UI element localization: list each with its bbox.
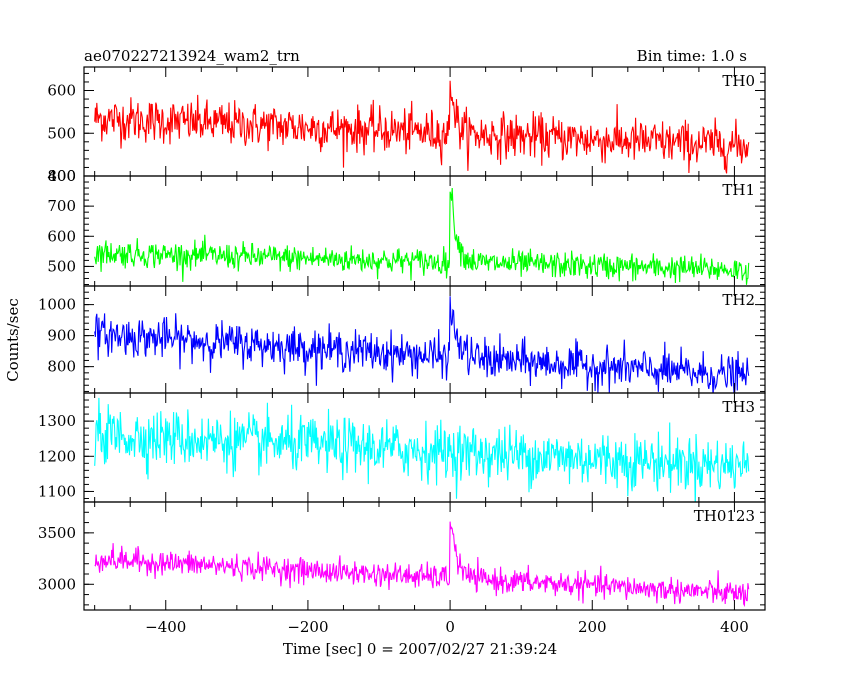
x-axis: −400 −200 0 200 400 <box>145 618 749 636</box>
panel-label: TH2 <box>722 291 755 309</box>
panel-label: TH3 <box>722 398 755 416</box>
y-axis-label: Counts/sec <box>4 298 22 382</box>
y-tick-label: 600 <box>47 227 76 245</box>
y-tick-label: 3000 <box>38 575 76 593</box>
y-tick-label: 500 <box>47 124 76 142</box>
y-tick-label: 800 <box>47 167 76 185</box>
x-tick-label: 400 <box>720 618 749 636</box>
panel-th0123: 3000 3500 TH0123 <box>38 501 766 611</box>
y-tick-label: 1200 <box>38 447 76 465</box>
series-line-th1 <box>94 187 750 285</box>
series-line-th2 <box>94 296 750 393</box>
panel-frame <box>83 501 766 611</box>
panels-group: 400 500 600 TH0 500 600 700 800 TH1 800 900 1000 TH2… <box>38 66 766 611</box>
y-tick-label: 700 <box>47 197 76 215</box>
plot-title: ae070227213924_wam2_trn <box>84 47 300 65</box>
panel-th1: 500 600 700 800 TH1 <box>47 167 766 287</box>
panel-th3: 1100 1200 1300 TH3 <box>38 392 766 503</box>
panel-label: TH1 <box>722 181 755 199</box>
panel-label: TH0123 <box>694 507 755 525</box>
x-axis-label: Time [sec] 0 = 2007/02/27 21:39:24 <box>283 640 557 658</box>
y-tick-label: 1300 <box>38 412 76 430</box>
x-tick-label: 200 <box>578 618 607 636</box>
y-tick-label: 1000 <box>38 296 76 314</box>
panel-label: TH0 <box>722 72 755 90</box>
y-tick-label: 3500 <box>38 524 76 542</box>
series-line-th3 <box>94 397 750 502</box>
x-tick-label: −200 <box>287 618 328 636</box>
y-tick-label: 400 <box>47 167 76 185</box>
series-line-th0 <box>94 80 750 174</box>
x-tick-label: −400 <box>145 618 186 636</box>
y-tick-label: 800 <box>47 358 76 376</box>
panel-th2: 800 900 1000 TH2 <box>38 285 766 394</box>
y-tick-label: 600 <box>47 82 76 100</box>
x-tick-label: 0 <box>445 618 455 636</box>
bin-time-label: Bin time: 1.0 s <box>637 47 747 65</box>
y-tick-label: 900 <box>47 327 76 345</box>
series-line-th0123 <box>94 521 750 608</box>
y-tick-label: 1100 <box>38 482 76 500</box>
y-tick-label: 500 <box>47 257 76 275</box>
panel-th0: 400 500 600 TH0 <box>47 66 766 185</box>
panel-frame <box>83 392 766 503</box>
